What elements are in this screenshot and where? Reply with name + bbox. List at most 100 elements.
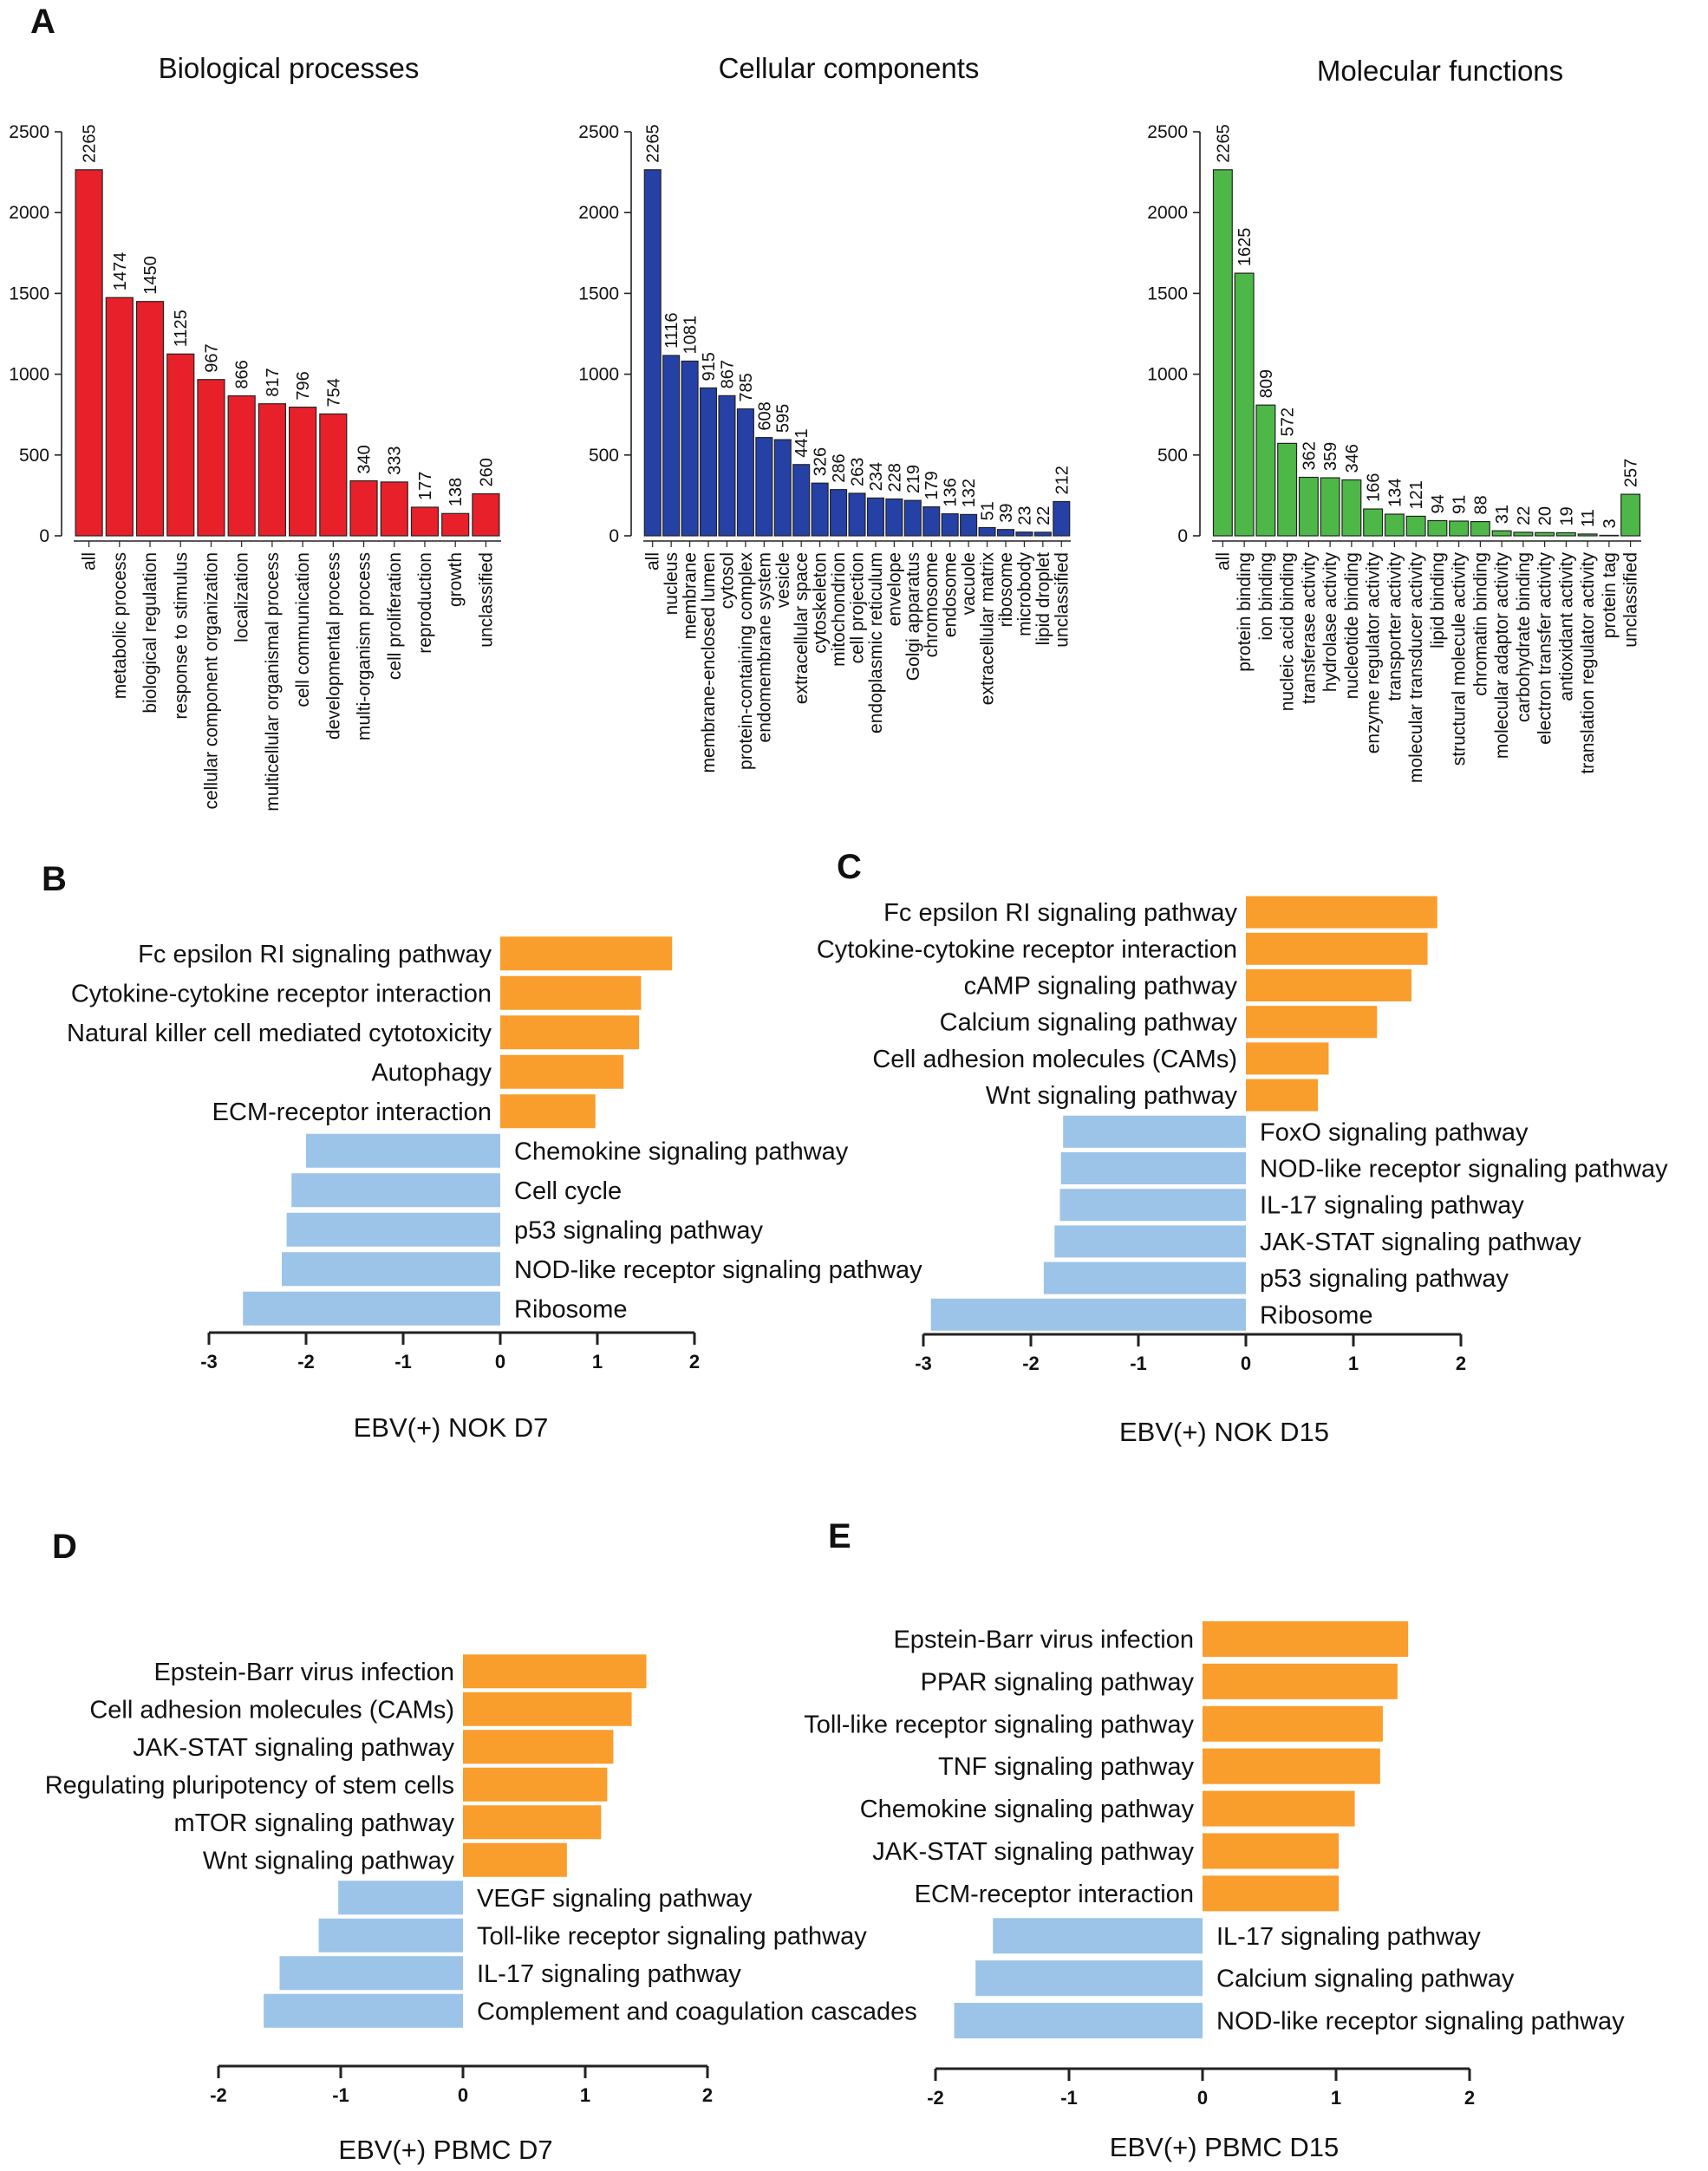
- bar-molecular-transducer-activity: [1405, 515, 1426, 537]
- data-label-antioxidant-activity: 19: [1557, 506, 1576, 525]
- bar-biological-regulation: [135, 301, 165, 537]
- chart-title: Biological processes: [159, 52, 420, 84]
- bar-cellular-component-organization: [197, 379, 225, 537]
- bar-cell-cycle: [291, 1173, 500, 1208]
- category-label-multicellular-organismal-process: multicellular organismal process: [263, 552, 283, 812]
- data-label-nucleus: 1116: [662, 312, 681, 349]
- y-tick-label: 2500: [578, 122, 619, 142]
- pathway-label-ecm-receptor-interaction: ECM-receptor interaction: [915, 1881, 1194, 1908]
- bar-cytosol: [718, 394, 736, 537]
- category-label-growth: growth: [446, 552, 466, 607]
- pathway-label-jak-stat-signaling-pathway: JAK-STAT signaling pathway: [1260, 1229, 1581, 1256]
- bar-complement-and-coagulation-cascades: [264, 1993, 463, 2028]
- bar-chromatin-binding: [1470, 520, 1490, 537]
- chart-biological-processes: A Biological processes 0 500 1000 1500 2000 250…: [9, 3, 501, 812]
- bar-fc-epsilon-ri-signaling-pathway: [500, 936, 673, 971]
- category-label-protein-tag: protein tag: [1600, 552, 1620, 638]
- x-tick-label: 2: [702, 2084, 713, 2106]
- pathway-label-autophagy: Autophagy: [371, 1059, 492, 1086]
- bar-chromosome: [922, 506, 941, 537]
- category-label-lipid-binding: lipid binding: [1428, 552, 1448, 649]
- x-tick-label: -1: [1060, 2087, 1078, 2109]
- bar-ecm-receptor-interaction: [1203, 1875, 1340, 1912]
- data-label-localization: 866: [233, 360, 252, 388]
- bar-membrane-enclosed-lumen: [699, 387, 718, 537]
- bar-membrane: [681, 360, 699, 537]
- bar-nucleotide-binding: [1341, 479, 1362, 537]
- pathway-label-vegf-signaling-pathway: VEGF signaling pathway: [477, 1885, 753, 1913]
- bar-developmental-process: [319, 413, 348, 537]
- bar-localization: [227, 394, 256, 537]
- panel-letter-e: E: [828, 1517, 851, 1555]
- bar-il-17-signaling-pathway: [279, 1956, 463, 1991]
- data-label-protein-containing-complex: 785: [737, 373, 756, 401]
- data-label-nucleotide-binding: 346: [1343, 444, 1362, 473]
- category-label-vesicle: vesicle: [773, 552, 793, 608]
- pathway-label-ribosome: Ribosome: [514, 1295, 628, 1323]
- pathway-label-wnt-signaling-pathway: Wnt signaling pathway: [986, 1082, 1238, 1110]
- pathway-label-fc-epsilon-ri-signaling-pathway: Fc epsilon RI signaling pathway: [138, 941, 492, 968]
- pathway-label-wnt-signaling-pathway: Wnt signaling pathway: [203, 1847, 455, 1874]
- category-label-lipid-droplet: lipid droplet: [1033, 552, 1053, 646]
- category-label-ribosome: ribosome: [996, 552, 1016, 627]
- category-label-chromatin-binding: chromatin binding: [1470, 552, 1490, 696]
- bar-ribosome: [243, 1291, 500, 1326]
- data-label-enzyme-regulator-activity: 166: [1365, 473, 1384, 502]
- data-label-structural-molecule-activity: 91: [1450, 495, 1470, 514]
- bar-epstein-barr-virus-infection: [1203, 1620, 1409, 1657]
- category-label-nucleus: nucleus: [662, 552, 681, 615]
- x-tick-label: 2: [689, 1351, 700, 1372]
- bar-il-17-signaling-pathway: [993, 1918, 1203, 1954]
- bar-nod-like-receptor-signaling-pathway: [954, 2003, 1203, 2039]
- category-label-unclassified: unclassified: [1621, 552, 1641, 648]
- category-label-microbody: microbody: [1014, 552, 1034, 636]
- panel-letter-a: A: [30, 3, 55, 41]
- category-label-molecular-transducer-activity: molecular transducer activity: [1406, 552, 1426, 784]
- category-label-nucleic-acid-binding: nucleic acid binding: [1278, 552, 1298, 711]
- bar-molecular-adaptor-activity: [1491, 530, 1512, 537]
- bar-nod-like-receptor-signaling-pathway: [282, 1252, 500, 1287]
- x-tick-label: 2: [1464, 2087, 1475, 2109]
- chart-panel-c: C Fc epsilon RI signaling pathway Cytokine…: [817, 848, 1668, 1447]
- data-label-chromatin-binding: 88: [1471, 495, 1490, 514]
- data-label-multi-organism-process: 340: [355, 445, 375, 473]
- category-label-carbohydrate-binding: carbohydrate binding: [1514, 552, 1534, 722]
- pathway-label-jak-stat-signaling-pathway: JAK-STAT signaling pathway: [872, 1838, 1194, 1866]
- x-tick-label: 1: [592, 1351, 603, 1372]
- category-label-hydrolase-activity: hydrolase activity: [1320, 552, 1340, 693]
- bar-toll-like-receptor-signaling-pathway: [1203, 1705, 1383, 1742]
- bar-camp-signaling-pathway: [1246, 969, 1411, 1001]
- bar-lipid-binding: [1427, 519, 1448, 537]
- category-label-cell-projection: cell projection: [848, 552, 868, 663]
- bar-microbody: [1015, 531, 1033, 537]
- data-label-metabolic-process: 1474: [111, 252, 130, 291]
- category-label-response-to-stimulus: response to stimulus: [171, 552, 191, 720]
- x-tick-label: 0: [1241, 1353, 1251, 1374]
- y-tick-label: 2000: [1147, 203, 1188, 223]
- bar-chemokine-signaling-pathway: [306, 1133, 500, 1168]
- bar-endomembrane-system: [755, 437, 773, 537]
- bar-antioxidant-activity: [1555, 531, 1576, 537]
- x-tick-label: -1: [332, 2084, 349, 2106]
- pathway-label-cytokine-cytokine-receptor-interaction: Cytokine-cytokine receptor interaction: [817, 936, 1237, 963]
- x-tick-label: -2: [1022, 1353, 1040, 1374]
- bar-jak-stat-signaling-pathway: [463, 1730, 614, 1764]
- data-label-unclassified: 260: [477, 458, 496, 486]
- bar-tnf-signaling-pathway: [1203, 1748, 1380, 1784]
- data-label-response-to-stimulus: 1125: [172, 310, 191, 347]
- x-tick-label: -2: [297, 1351, 315, 1372]
- category-label-localization: localization: [232, 552, 252, 642]
- bar-growth: [441, 512, 470, 537]
- bar-lipid-droplet: [1033, 531, 1052, 537]
- data-label-transferase-activity: 362: [1300, 441, 1319, 470]
- category-label-cytoskeleton: cytoskeleton: [811, 552, 831, 654]
- category-label-envelope: envelope: [884, 552, 904, 626]
- bar-nod-like-receptor-signaling-pathway: [1060, 1152, 1246, 1184]
- bar-protein-tag: [1599, 534, 1620, 537]
- bar-ribosome: [996, 529, 1015, 537]
- bar-mtor-signaling-pathway: [463, 1805, 602, 1840]
- data-label-cell-communication: 796: [294, 371, 313, 400]
- data-label-microbody: 23: [1015, 505, 1034, 525]
- pathway-label-cell-adhesion-molecules-cams: Cell adhesion molecules (CAMs): [89, 1696, 454, 1724]
